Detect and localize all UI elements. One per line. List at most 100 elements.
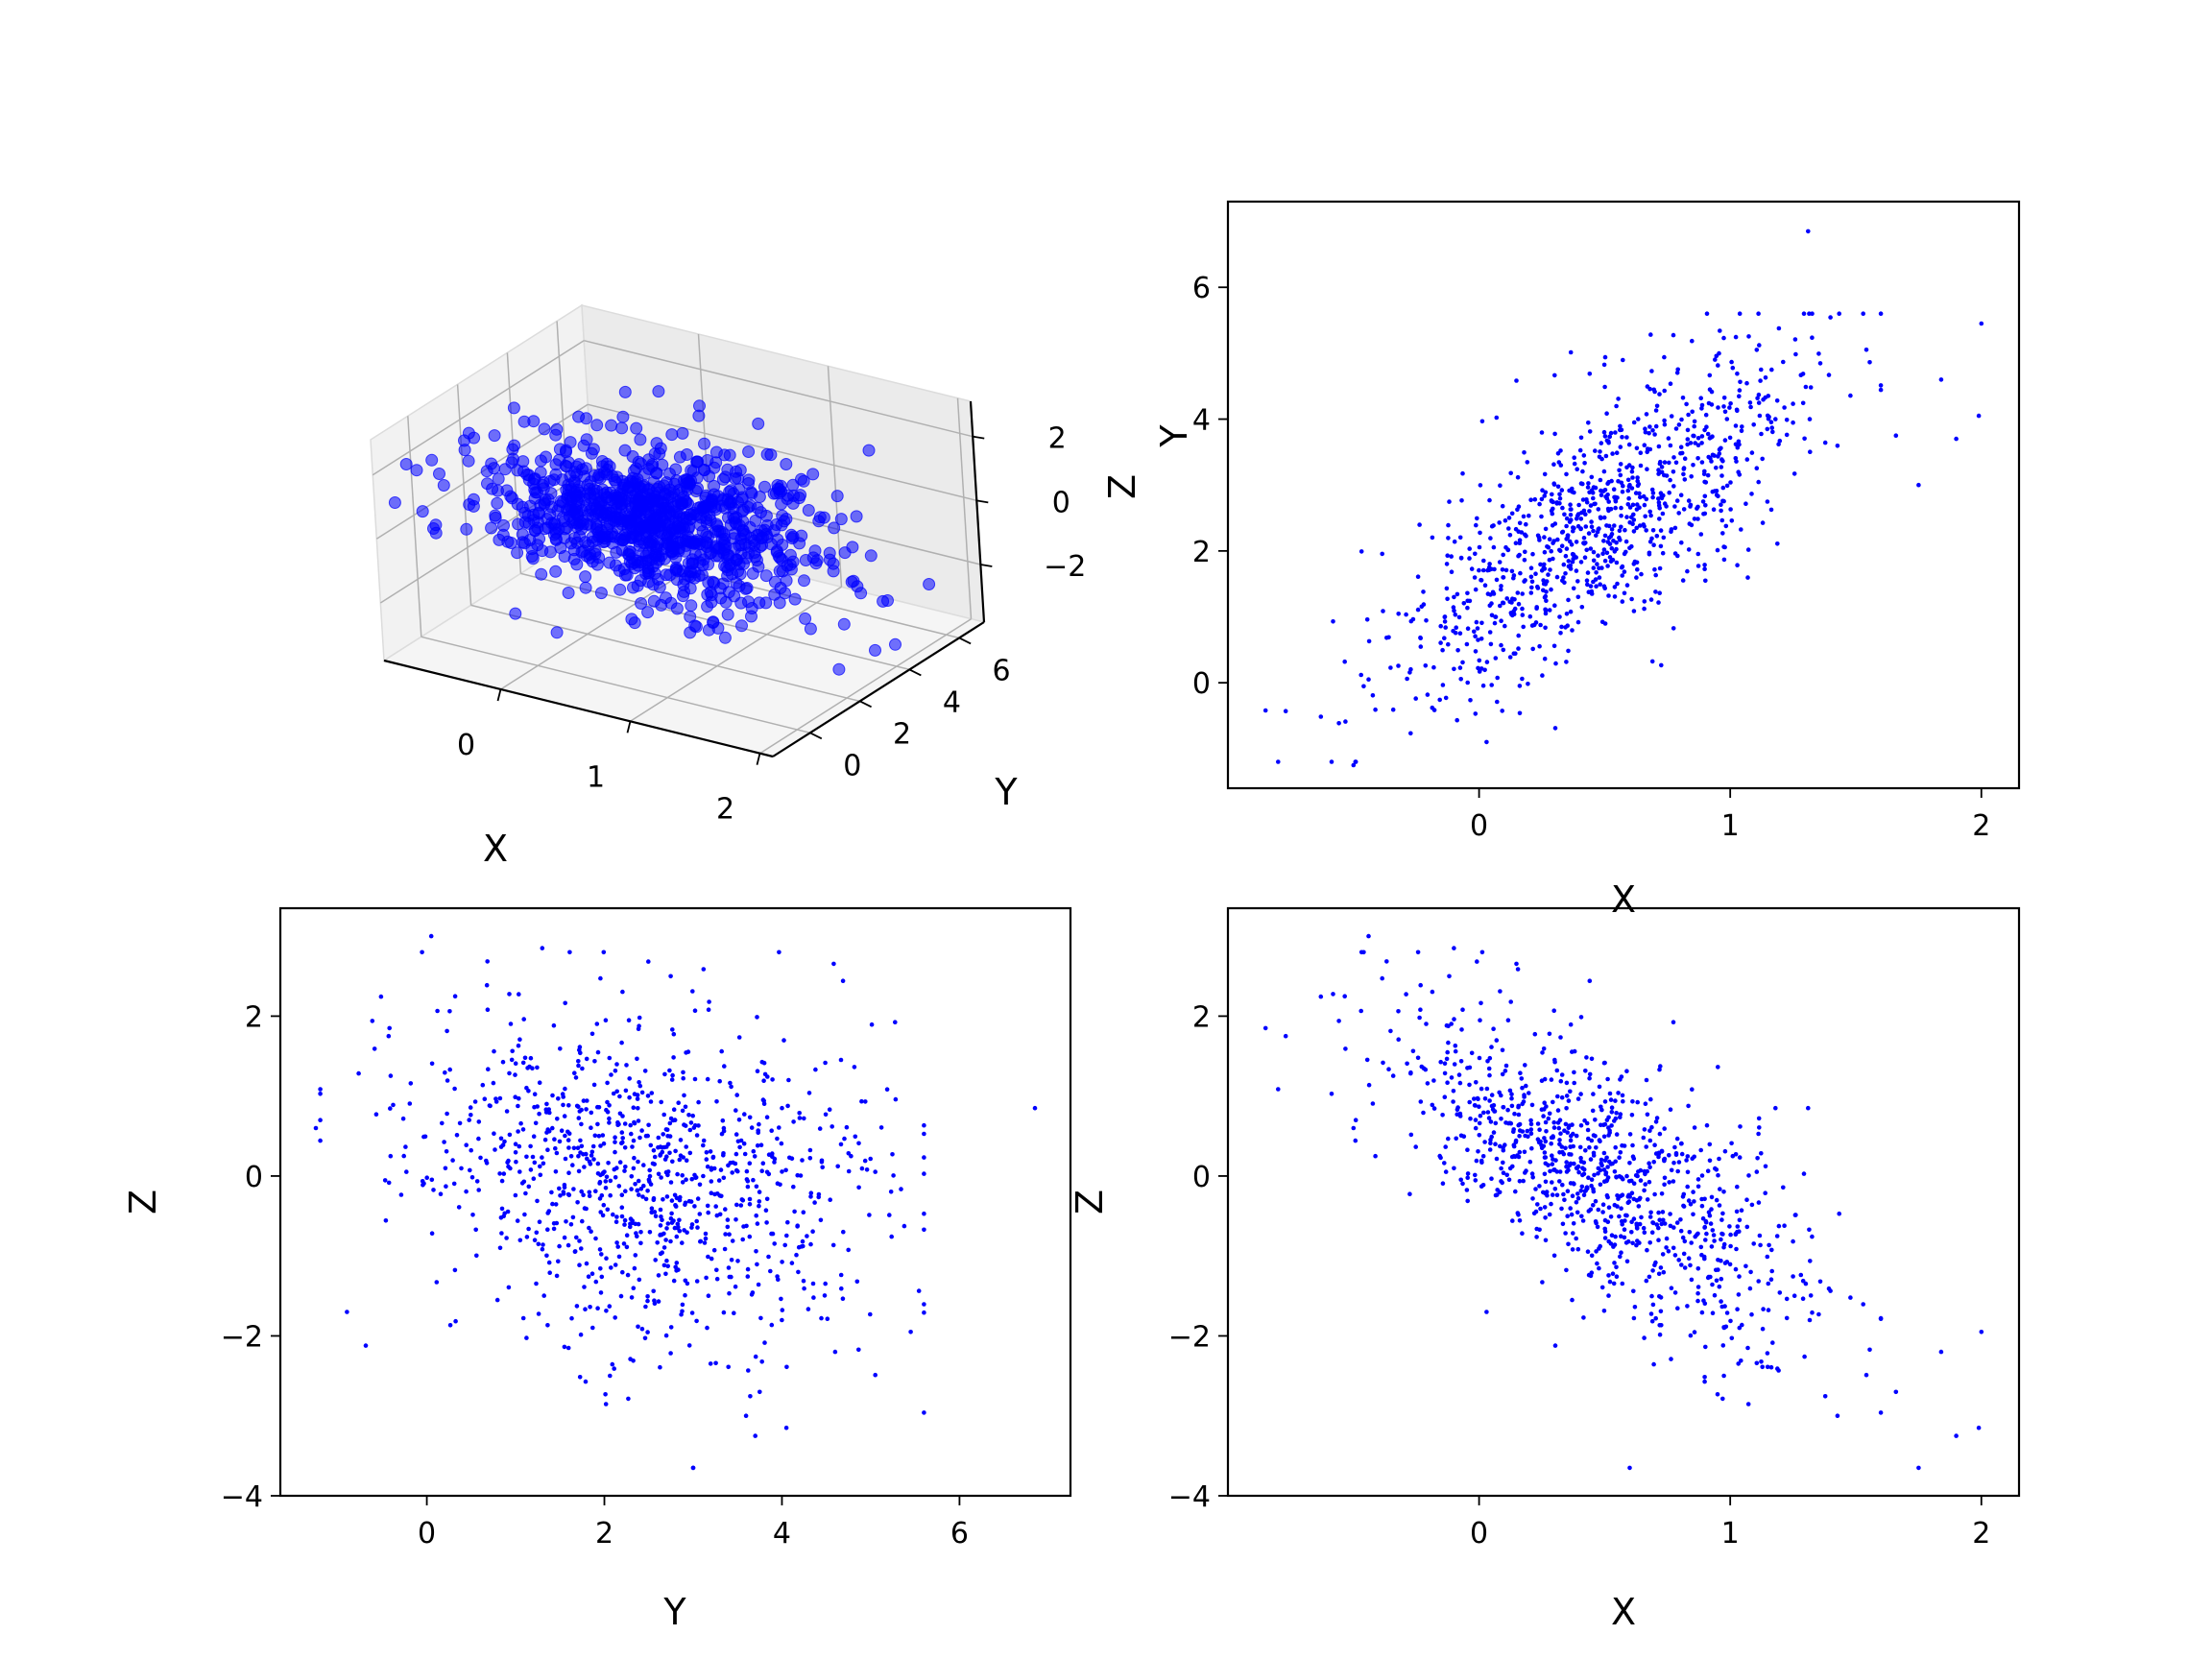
xy-point xyxy=(1473,634,1478,638)
xy-point xyxy=(1517,541,1523,545)
xy-point xyxy=(1515,590,1521,595)
yz-point xyxy=(726,1265,732,1270)
xz-point xyxy=(1491,1130,1497,1135)
yz-point xyxy=(528,1167,534,1172)
xz-point xyxy=(1745,1345,1750,1351)
xz-point xyxy=(1557,1150,1562,1155)
yz-point xyxy=(370,1019,375,1023)
xy-point xyxy=(1568,502,1573,507)
xz-point xyxy=(1552,1059,1557,1065)
xz-point xyxy=(1571,1231,1575,1236)
yz-point xyxy=(452,1267,458,1273)
yz-point xyxy=(672,1118,678,1122)
xy-point xyxy=(1568,609,1574,614)
xz-point xyxy=(1453,1043,1458,1048)
xy-point xyxy=(1571,528,1575,534)
3d-z-tick-label: −2 xyxy=(1044,550,1086,584)
xy-point xyxy=(1574,555,1578,560)
xy-point xyxy=(1498,603,1503,609)
yz-point xyxy=(888,1190,894,1194)
xz-point xyxy=(1421,1110,1426,1116)
yz-point xyxy=(470,1213,475,1217)
yz-point xyxy=(443,1166,448,1171)
xy-point xyxy=(1781,359,1786,365)
yz-point xyxy=(447,1067,453,1072)
xz-point xyxy=(1703,1219,1709,1225)
yz-point xyxy=(614,1240,619,1245)
xy-point xyxy=(1626,442,1632,447)
xy-point xyxy=(1564,660,1569,664)
xz-point xyxy=(1525,1128,1530,1134)
xz-point xyxy=(1567,1123,1572,1128)
xy-point xyxy=(1447,499,1452,504)
xz-point xyxy=(1810,1310,1815,1315)
yz-point xyxy=(754,1213,758,1218)
xy-point xyxy=(1587,490,1592,495)
yz-point xyxy=(676,1100,681,1105)
xy-point xyxy=(1583,524,1589,529)
xy-point xyxy=(1618,427,1623,433)
xz-point xyxy=(1763,1190,1767,1195)
yz-point xyxy=(674,1261,680,1265)
xz-point xyxy=(1561,1191,1566,1197)
xz-point xyxy=(1487,1147,1493,1152)
yz-point xyxy=(681,1075,685,1081)
yz-point xyxy=(591,1082,597,1088)
yz-point xyxy=(613,1149,617,1155)
xz-point xyxy=(1656,1154,1661,1160)
xy-point xyxy=(1605,564,1610,568)
xz-point xyxy=(1656,1271,1662,1277)
xz-point xyxy=(1588,1273,1594,1279)
xy-point xyxy=(1667,490,1671,495)
xy-point xyxy=(1619,524,1623,530)
yz-point xyxy=(635,1056,639,1062)
xz-point xyxy=(1745,1402,1751,1407)
yz-point xyxy=(747,1202,753,1207)
yz-x-tick-label: 6 xyxy=(950,1517,969,1551)
xz-point xyxy=(1486,1066,1492,1071)
xz-point xyxy=(1524,1168,1528,1173)
yz-point xyxy=(613,1175,618,1180)
yz-point xyxy=(670,1072,675,1078)
xz-point xyxy=(1516,1122,1521,1128)
xz-point xyxy=(1695,1298,1700,1304)
yz-point xyxy=(595,1049,601,1055)
yz-point xyxy=(786,1077,791,1083)
yz-point xyxy=(658,1223,663,1228)
xy-point xyxy=(1551,643,1557,649)
xy-point xyxy=(1516,633,1521,638)
yz-point xyxy=(621,1241,627,1246)
xy-point xyxy=(1699,460,1705,465)
xz-point xyxy=(1695,1184,1701,1190)
xz-point xyxy=(1674,1136,1680,1142)
yz-point xyxy=(565,1129,570,1135)
yz-point xyxy=(806,1091,812,1095)
xy-point xyxy=(1556,460,1562,465)
yz-point xyxy=(682,1093,686,1098)
xz-point xyxy=(1596,1166,1601,1171)
yz-point xyxy=(670,1027,675,1032)
xy-point xyxy=(1551,539,1556,543)
yz-point xyxy=(763,1208,769,1213)
xz-point xyxy=(1452,1017,1456,1022)
yz-point xyxy=(618,1293,624,1299)
xz-point xyxy=(1737,1325,1743,1331)
yz-point xyxy=(735,1259,740,1263)
3d-point xyxy=(511,464,524,477)
yz-point xyxy=(658,1364,662,1370)
3d-grid-line xyxy=(456,384,472,606)
xz-point xyxy=(1612,1118,1617,1123)
xz-point xyxy=(1550,1162,1555,1166)
xz-point xyxy=(1528,1118,1533,1123)
yz-point xyxy=(658,1207,663,1213)
xy-point xyxy=(1459,498,1464,503)
xy-point xyxy=(1748,404,1753,410)
xy-point xyxy=(1598,477,1603,483)
xy-point xyxy=(1656,444,1662,449)
xy-point xyxy=(1735,371,1740,376)
xz-point xyxy=(1557,1169,1563,1174)
xy-point xyxy=(1608,430,1614,436)
xz-y-tick-label: −2 xyxy=(1168,1320,1211,1354)
xz-point xyxy=(1587,1144,1592,1150)
